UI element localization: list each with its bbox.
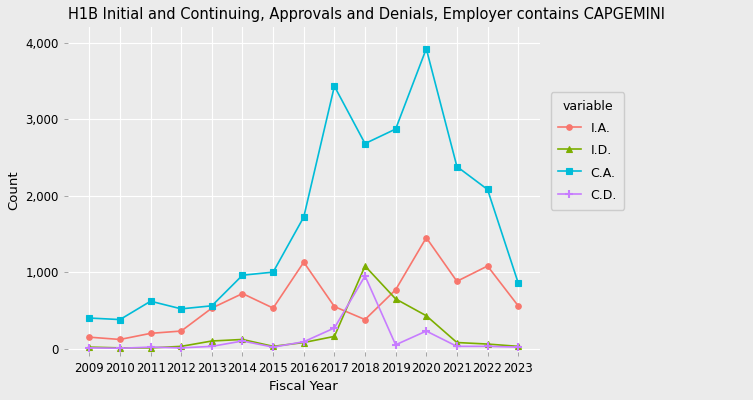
C.A. [330,84,339,88]
C.D. [115,346,124,351]
I.A. [422,235,431,240]
I.D. [453,340,462,345]
I.A. [514,303,523,308]
I.A. [115,337,124,342]
C.D. [238,338,247,343]
C.D. [269,345,278,350]
C.D. [146,345,155,350]
I.A. [207,306,216,310]
I.A. [85,335,94,340]
Line: I.A.: I.A. [87,235,521,342]
C.A. [483,187,492,192]
I.D. [483,342,492,346]
C.A. [391,127,400,132]
C.D. [391,342,400,347]
I.D. [238,337,247,342]
Line: C.A.: C.A. [87,46,521,322]
Text: H1B Initial and Continuing, Approvals and Denials, Employer contains CAPGEMINI: H1B Initial and Continuing, Approvals an… [68,7,665,22]
Line: C.D.: C.D. [85,272,523,352]
I.D. [391,296,400,301]
C.A. [238,273,247,278]
I.A. [391,287,400,292]
C.A. [514,280,523,285]
I.D. [269,344,278,349]
I.A. [269,306,278,310]
Y-axis label: Count: Count [7,170,20,210]
I.D. [146,346,155,350]
C.D. [514,345,523,350]
I.D. [514,344,523,349]
I.A. [146,331,155,336]
C.A. [453,164,462,169]
C.A. [269,270,278,274]
I.D. [177,344,186,349]
I.A. [453,279,462,284]
I.A. [238,291,247,296]
C.A. [115,317,124,322]
C.D. [177,346,186,350]
C.A. [177,306,186,311]
I.D. [422,313,431,318]
I.A. [330,304,339,309]
C.A. [85,316,94,320]
C.D. [453,344,462,349]
I.D. [330,334,339,339]
I.D. [299,340,308,345]
C.D. [85,346,94,350]
C.D. [483,344,492,349]
C.A. [207,303,216,308]
Legend: I.A., I.D., C.A., C.D.: I.A., I.D., C.A., C.D. [550,92,624,210]
I.D. [115,346,124,350]
C.D. [330,326,339,330]
I.A. [299,260,308,264]
C.D. [361,274,370,278]
C.D. [299,339,308,344]
C.D. [207,344,216,349]
Line: I.D.: I.D. [87,263,521,351]
C.A. [146,299,155,304]
I.D. [207,338,216,343]
I.A. [177,329,186,334]
C.A. [299,215,308,220]
I.A. [483,264,492,268]
C.A. [422,46,431,51]
I.A. [361,317,370,322]
C.A. [361,141,370,146]
I.D. [361,264,370,268]
X-axis label: Fiscal Year: Fiscal Year [270,380,338,393]
C.D. [422,329,431,334]
I.D. [85,345,94,350]
